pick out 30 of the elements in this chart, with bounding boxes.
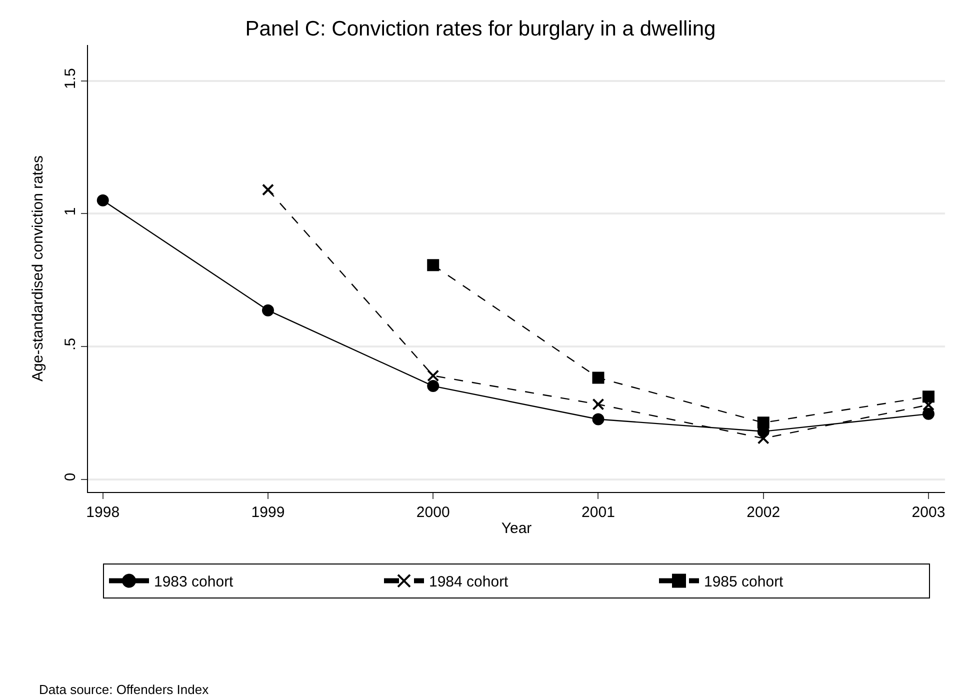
x-tick-label: 2002 (746, 504, 780, 521)
x-tick-label: 1998 (86, 504, 120, 521)
point (262, 184, 274, 196)
source-note: Data source: Offenders Index (39, 682, 210, 697)
x-tick-label: 2001 (582, 504, 615, 521)
point (757, 432, 770, 444)
point (592, 413, 604, 426)
legend-label: 1985 cohort (704, 574, 784, 591)
point (427, 259, 440, 272)
point (427, 380, 440, 392)
legend-label: 1983 cohort (154, 574, 234, 591)
x-tick-label: 1999 (251, 504, 285, 521)
legend-label: 1984 cohort (429, 574, 510, 591)
x-tick-label: 2003 (912, 504, 946, 521)
point (757, 416, 770, 429)
y-tick-label: 1 (62, 207, 79, 216)
x-axis-title: Year (501, 520, 532, 537)
point (427, 370, 440, 382)
x-tick-label: 2000 (416, 504, 450, 521)
point (96, 194, 109, 206)
y-tick-label: .5 (62, 338, 79, 350)
y-tick-label: 0 (62, 472, 79, 482)
y-tick-label: 1.5 (62, 68, 79, 90)
point (592, 372, 604, 384)
y-axis-title: Age-standardised conviction rates (29, 156, 46, 382)
point (922, 390, 934, 403)
chart-title: Panel C: Conviction rates for burglary in a dwelling (245, 18, 716, 41)
point (922, 408, 934, 420)
point (262, 304, 274, 316)
point (592, 398, 604, 410)
